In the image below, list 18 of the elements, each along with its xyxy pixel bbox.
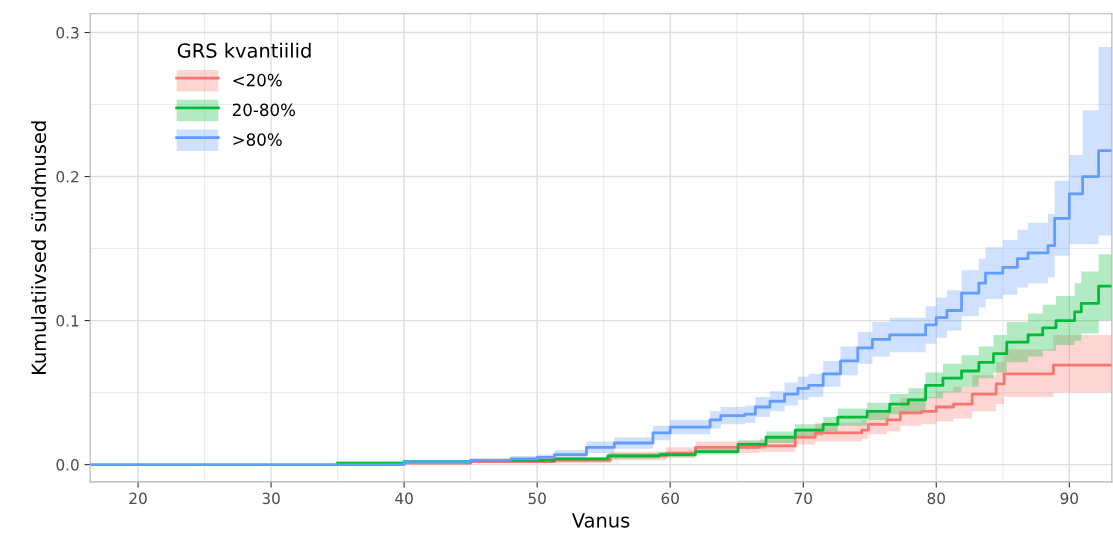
x-tick-label: 70 [794, 492, 812, 505]
x-tick-label: 90 [1060, 492, 1079, 505]
x-tick-label: 50 [528, 492, 546, 505]
y-tick-label: 0.2 [56, 171, 79, 183]
y-tick-label: 0.1 [56, 315, 79, 327]
legend-label: <20% [233, 73, 282, 87]
x-tick-label: 60 [661, 492, 679, 505]
x-axis-title: Vanus [571, 513, 630, 528]
y-tick-label: 0.0 [56, 459, 79, 471]
x-tick-label: 20 [129, 492, 147, 505]
legend-title: GRS kvantiilid [177, 42, 311, 58]
x-tick-label: 40 [395, 492, 413, 505]
y-axis-title: Kumulatiivsed sündmused [31, 121, 47, 374]
x-tick-label: 30 [262, 492, 280, 505]
legend-label: >80% [233, 133, 282, 146]
y-tick-label: 0.3 [56, 26, 79, 39]
x-tick-label: 80 [927, 492, 945, 505]
legend-label: 20-80% [232, 103, 296, 117]
